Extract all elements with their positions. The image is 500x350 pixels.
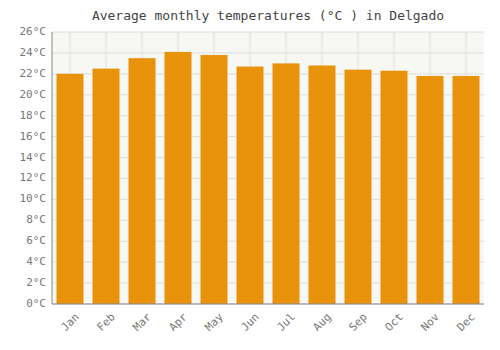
y-grid-line [52,32,484,33]
bar [237,67,264,304]
x-tick-label: Apr [167,310,191,334]
title: Average monthly temperatures (°C ) in De… [92,8,444,23]
plot-background [52,32,484,304]
chart: 0°C 2°C 4°C 6°C 8°C 10°C 12°C 14°C 16°C 18°C 20°C 2… [0,0,500,350]
y-tick-label: 12°C [20,171,47,184]
y-axis-line [52,32,53,304]
bar [417,76,444,304]
grid [52,32,484,304]
bars [57,52,480,304]
x-tick-label: Feb [95,311,118,334]
x-tick-label: Sep [347,311,370,334]
bar [381,71,408,304]
y-tick-label: 14°C [20,151,47,164]
x-tick-label: May [203,310,227,334]
y-tick-label: 2°C [26,276,46,289]
x-axis-line [52,304,484,305]
bar [201,55,228,304]
y-tick-label: 8°C [26,213,46,226]
y-grid-line [52,304,484,305]
y-tick-label: 0°C [26,297,46,310]
x-tick-label: Oct [383,311,406,334]
bar [309,65,336,304]
y-tick-label: 26°C [20,25,47,38]
y-tick-label: 10°C [20,192,47,205]
bar [345,70,372,304]
x-tick-label: Dec [455,311,478,334]
x-tick-label: Aug [311,311,334,334]
bar [273,63,300,304]
y-tick-label: 20°C [20,88,47,101]
y-tick-label: 22°C [20,67,47,80]
x-tick-label: Jan [59,311,82,334]
x-tick-label: Jul [275,311,298,334]
y-tick-label: 24°C [20,46,47,59]
bar [453,76,480,304]
x-tick-label: Mar [131,310,155,334]
bar [57,74,84,304]
x-tick-label: Nov [419,310,443,334]
bar [93,69,120,304]
bar [165,52,192,304]
x-tick-label: Jun [239,311,262,334]
y-tick-label: 16°C [20,130,47,143]
y-tick-label: 18°C [20,109,47,122]
bar [129,58,156,304]
y-tick-label: 4°C [26,255,46,268]
y-tick-label: 6°C [26,234,46,247]
y-grid-line [52,52,484,53]
